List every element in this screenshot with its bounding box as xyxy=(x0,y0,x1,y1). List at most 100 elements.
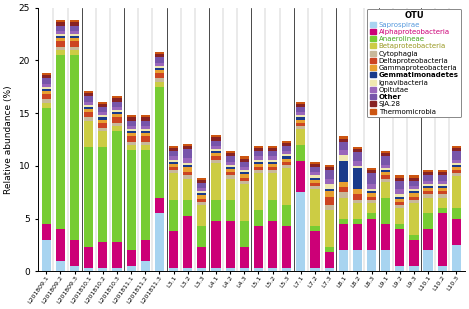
Bar xyxy=(353,194,362,200)
Bar xyxy=(367,197,376,200)
Bar xyxy=(240,174,249,178)
Bar xyxy=(452,170,461,173)
Bar xyxy=(438,181,447,184)
Bar xyxy=(395,202,404,205)
Bar xyxy=(197,188,206,191)
Bar xyxy=(325,191,334,197)
Bar xyxy=(353,161,362,166)
Bar xyxy=(296,115,305,117)
Bar xyxy=(424,191,433,194)
Bar xyxy=(70,47,79,50)
Bar xyxy=(438,197,447,208)
Bar xyxy=(254,170,263,173)
Bar xyxy=(268,148,277,151)
Bar xyxy=(240,162,249,167)
Bar xyxy=(353,152,362,161)
Bar xyxy=(381,165,390,168)
Bar xyxy=(212,268,220,272)
Bar xyxy=(367,189,376,191)
Bar xyxy=(141,142,150,145)
Bar xyxy=(183,144,192,146)
Bar xyxy=(155,73,164,78)
Bar xyxy=(325,197,334,205)
Bar xyxy=(381,172,390,176)
Bar xyxy=(452,219,461,245)
Bar xyxy=(409,200,418,203)
Bar xyxy=(183,167,192,172)
Bar xyxy=(240,247,249,268)
Bar xyxy=(424,170,433,172)
Bar xyxy=(310,180,319,183)
Bar xyxy=(240,159,249,162)
Bar xyxy=(339,142,348,150)
Bar xyxy=(452,160,461,163)
Bar xyxy=(113,123,121,126)
Bar xyxy=(325,210,334,247)
Bar xyxy=(169,162,178,164)
Bar xyxy=(141,131,150,133)
Bar xyxy=(254,151,263,156)
Bar xyxy=(197,226,206,247)
Bar xyxy=(268,160,277,162)
Bar xyxy=(367,250,376,272)
Bar xyxy=(212,149,220,151)
Bar xyxy=(113,242,121,268)
Bar xyxy=(56,36,65,38)
Bar xyxy=(282,146,291,151)
Bar xyxy=(127,136,136,142)
Bar xyxy=(310,172,319,176)
Bar xyxy=(353,219,362,224)
Bar xyxy=(183,200,192,216)
Bar xyxy=(339,197,348,219)
Bar xyxy=(310,162,319,164)
Bar xyxy=(98,115,107,117)
Bar xyxy=(409,266,418,272)
Bar xyxy=(282,156,291,159)
Bar xyxy=(113,131,121,242)
Bar xyxy=(169,146,178,148)
Bar xyxy=(212,146,220,149)
Bar xyxy=(339,182,348,187)
Bar xyxy=(141,240,150,261)
Bar xyxy=(438,266,447,272)
Bar xyxy=(353,203,362,219)
Bar xyxy=(339,138,348,142)
Bar xyxy=(70,36,79,38)
Bar xyxy=(70,50,79,55)
Bar xyxy=(438,186,447,188)
Bar xyxy=(254,146,263,148)
Bar xyxy=(268,146,277,148)
Bar xyxy=(141,145,150,150)
Bar xyxy=(254,164,263,167)
Bar xyxy=(42,108,51,224)
Bar xyxy=(424,184,433,186)
Bar xyxy=(367,193,376,197)
Bar xyxy=(395,178,404,181)
Bar xyxy=(310,189,319,226)
Bar xyxy=(438,188,447,191)
Bar xyxy=(84,147,93,247)
Bar xyxy=(325,189,334,191)
Bar xyxy=(169,151,178,156)
Bar xyxy=(367,203,376,214)
Bar xyxy=(42,240,51,272)
Bar xyxy=(56,47,65,50)
Bar xyxy=(296,145,305,161)
Bar xyxy=(212,163,220,200)
Bar xyxy=(70,31,79,34)
Bar xyxy=(240,178,249,181)
Bar xyxy=(113,98,121,102)
Bar xyxy=(56,31,65,34)
Bar xyxy=(424,197,433,214)
Bar xyxy=(296,120,305,123)
Bar xyxy=(127,133,136,136)
Bar xyxy=(395,194,404,197)
Bar xyxy=(155,62,164,66)
Bar xyxy=(98,242,107,268)
Bar xyxy=(339,187,348,192)
Bar xyxy=(169,167,178,170)
Bar xyxy=(282,205,291,226)
Bar xyxy=(42,73,51,75)
Bar xyxy=(113,110,121,112)
Bar xyxy=(226,151,235,153)
